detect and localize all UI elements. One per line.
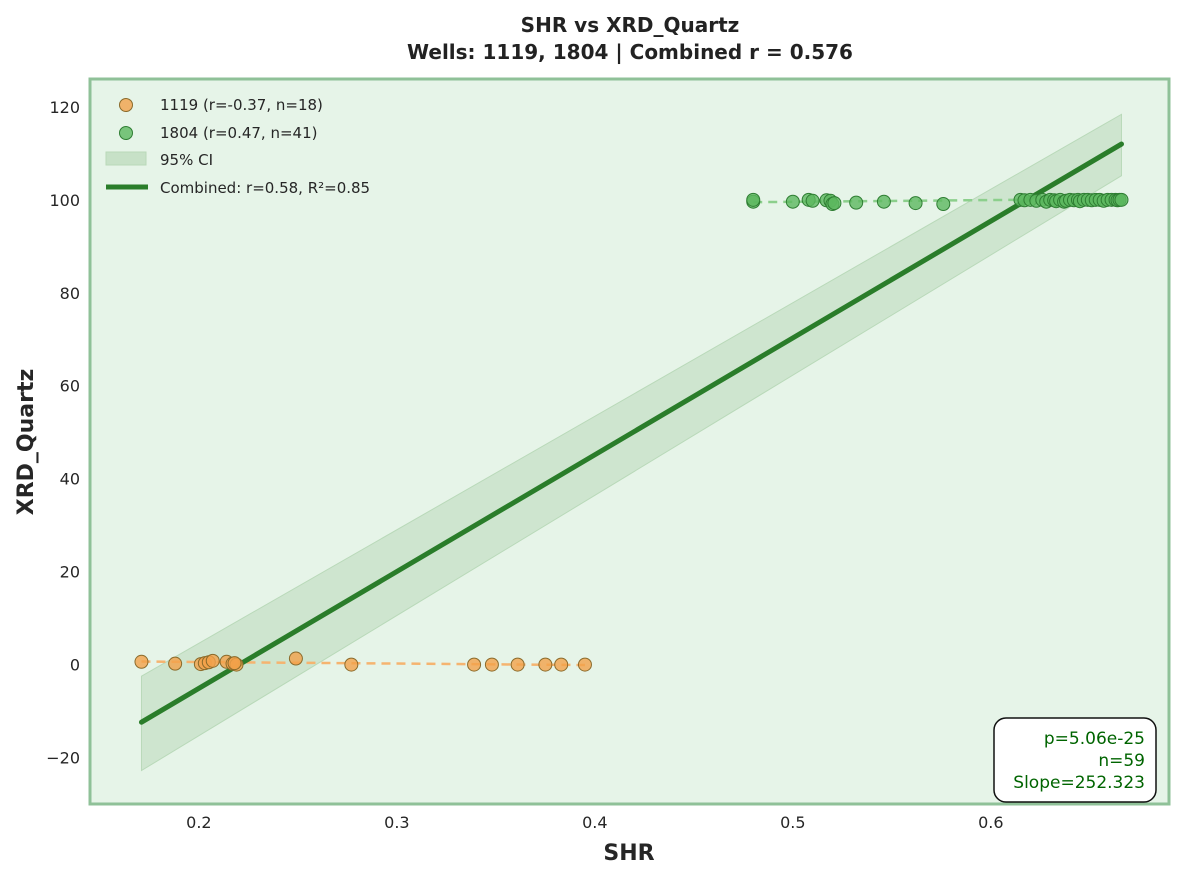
x-axis-label: SHR — [603, 841, 654, 866]
point-1119-11 — [467, 657, 482, 672]
point-1119-17 — [227, 656, 242, 671]
point-1119-5 — [205, 653, 220, 668]
y-axis-ticks: −20 0 20 40 60 80 100 120 — [46, 98, 80, 768]
point-1119-13 — [510, 657, 525, 672]
stats-slope: Slope=252.323 — [1013, 773, 1145, 793]
stats-box-frame — [993, 717, 1157, 803]
legend-label-1119: 1119 (r=-0.37, n=18) — [160, 96, 323, 114]
y-tick-label: 60 — [60, 377, 80, 396]
y-tick-label: 0 — [70, 656, 80, 675]
y-axis-label: XRD_Quartz — [14, 369, 39, 516]
point-1119-9 — [288, 651, 303, 666]
x-tick-label: 0.4 — [582, 813, 607, 832]
y-tick-label: 80 — [60, 284, 80, 303]
point-1119-15 — [554, 657, 569, 672]
point-1119-14 — [538, 657, 553, 672]
point-1119-12 — [484, 657, 499, 672]
stats-box: p=5.06e-25 n=59 Slope=252.323 — [993, 717, 1157, 803]
point-1119-16 — [577, 657, 592, 672]
point-1804-1 — [746, 192, 761, 207]
point-1119-10 — [344, 657, 359, 672]
point-1804-8 — [827, 196, 842, 211]
point-1804-9 — [849, 195, 864, 210]
y-tick-label: 40 — [60, 470, 80, 489]
plot-frame — [88, 77, 1171, 806]
points-layer — [134, 192, 1129, 672]
point-1804-2 — [785, 194, 800, 209]
combined-fit-line — [138, 141, 1124, 725]
chart-title: SHR vs XRD_Quartz — [521, 13, 740, 37]
legend-marker-1119 — [119, 98, 133, 112]
ci-band — [140, 113, 1122, 772]
stats-n: n=59 — [1098, 751, 1145, 771]
x-tick-label: 0.2 — [186, 813, 211, 832]
legend-label-1804: 1804 (r=0.47, n=41) — [160, 124, 317, 142]
point-1804-10 — [876, 194, 891, 209]
x-tick-label: 0.5 — [780, 813, 805, 832]
point-1804-11 — [908, 196, 923, 211]
legend-marker-ci — [105, 151, 147, 166]
legend-label-ci: 95% CI — [160, 151, 213, 169]
point-1804-12 — [936, 197, 951, 212]
point-1804-4 — [805, 193, 820, 208]
point-1119-0 — [134, 654, 149, 669]
point-1804-40 — [1114, 192, 1129, 207]
legend-marker-1804 — [119, 126, 133, 140]
chart-subtitle: Wells: 1119, 1804 | Combined r = 0.576 — [407, 40, 853, 64]
y-tick-label: 120 — [49, 98, 80, 117]
point-1119-1 — [168, 656, 183, 671]
x-tick-label: 0.3 — [384, 813, 409, 832]
y-tick-label: 100 — [49, 191, 80, 210]
stats-p-value: p=5.06e-25 — [1044, 729, 1145, 749]
x-axis-ticks: 0.2 0.3 0.4 0.5 0.6 — [186, 813, 1003, 832]
legend-label-combined: Combined: r=0.58, R²=0.85 — [160, 179, 370, 197]
legend: 1119 (r=-0.37, n=18) 1804 (r=0.47, n=41)… — [105, 96, 370, 197]
x-tick-label: 0.6 — [978, 813, 1003, 832]
y-tick-label: 20 — [60, 563, 80, 582]
ci-band-layer — [140, 113, 1122, 772]
combined-line-layer — [138, 141, 1124, 725]
y-tick-label: −20 — [46, 749, 80, 768]
